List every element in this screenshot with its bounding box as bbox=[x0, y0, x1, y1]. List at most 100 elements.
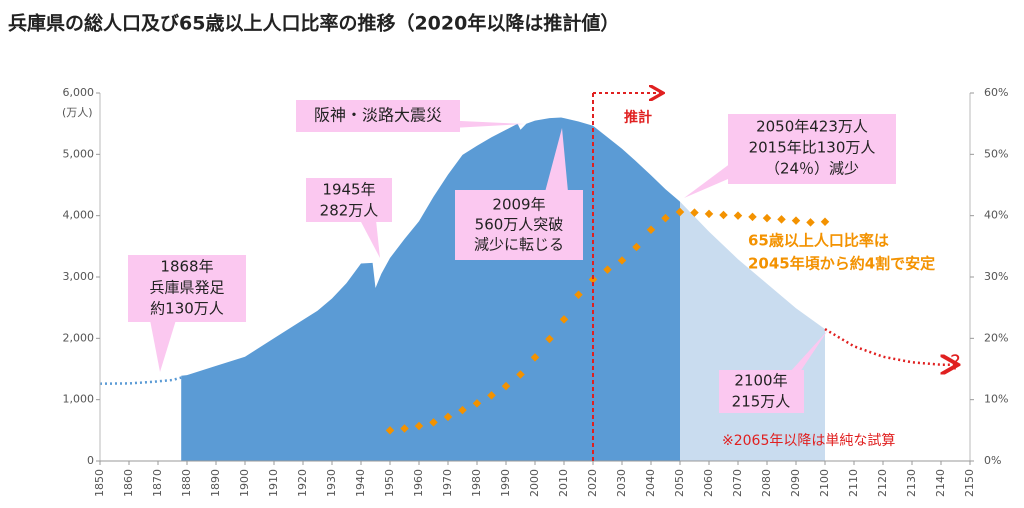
x-tick-label: 2000 bbox=[528, 469, 541, 497]
ratio-point bbox=[588, 275, 598, 284]
annotation-text: 推計 bbox=[624, 109, 652, 126]
ratio-point bbox=[559, 315, 569, 324]
ratio-point bbox=[719, 210, 728, 220]
x-tick-label: 2060 bbox=[702, 469, 715, 497]
x-tick-label: 1870 bbox=[151, 469, 164, 497]
y2-tick-label: 10% bbox=[984, 393, 1008, 406]
ratio-point bbox=[806, 218, 815, 227]
x-tick-label: 1970 bbox=[441, 469, 454, 497]
y2-tick-label: 50% bbox=[984, 147, 1008, 160]
annotation-text: 1945年 bbox=[322, 181, 375, 199]
ratio-point bbox=[574, 290, 583, 300]
x-tick-label: 1880 bbox=[180, 469, 193, 497]
annotation-text: 2045年頃から約4割で安定 bbox=[748, 255, 935, 273]
ratio-point bbox=[617, 256, 627, 265]
annotation-text: 2050年423万人 bbox=[756, 118, 868, 136]
callout-pointer bbox=[150, 320, 176, 372]
ratio-point bbox=[530, 353, 540, 362]
annotation-text: ? bbox=[950, 351, 961, 375]
y-tick-label: 2,000 bbox=[63, 331, 95, 344]
ratio-point bbox=[748, 212, 757, 222]
chart-title: 兵庫県の総人口及び65歳以上人口比率の推移（2020年以降は推計値） bbox=[8, 12, 619, 35]
annotation-text: （24％）減少 bbox=[765, 160, 859, 178]
annotation-text: 560万人突破 bbox=[475, 216, 564, 234]
annotation-text: ※2065年以降は単純な試算 bbox=[722, 433, 895, 449]
callout-box bbox=[128, 255, 246, 322]
callout-box bbox=[306, 178, 392, 222]
population-area bbox=[181, 117, 680, 461]
ratio-point bbox=[385, 426, 395, 435]
ratio-point bbox=[458, 405, 467, 415]
x-tick-label: 1930 bbox=[325, 469, 338, 497]
callout-box bbox=[719, 370, 804, 413]
ratio-point bbox=[487, 391, 496, 400]
population-line bbox=[99, 376, 182, 385]
x-tick-label: 1910 bbox=[267, 469, 280, 497]
annotation-text: 215万人 bbox=[732, 393, 791, 411]
ratio-point bbox=[791, 216, 801, 225]
y-tick-label: 6,000 bbox=[63, 86, 95, 99]
y-tick-label: 5,000 bbox=[63, 147, 95, 160]
callout-pointer bbox=[440, 120, 525, 128]
x-tick-label: 2010 bbox=[557, 469, 570, 497]
ratio-point bbox=[429, 418, 438, 427]
x-tick-label: 2150 bbox=[963, 469, 976, 497]
x-tick-label: 1990 bbox=[499, 469, 512, 497]
annotation-text: 約130万人 bbox=[150, 300, 224, 318]
y2-tick-label: 40% bbox=[984, 209, 1008, 222]
ratio-point bbox=[400, 424, 409, 433]
x-tick-label: 1860 bbox=[122, 469, 135, 497]
x-tick-label: 1980 bbox=[470, 469, 483, 497]
ratio-point bbox=[733, 211, 743, 220]
y-tick-label: 0 bbox=[87, 454, 94, 467]
annotation-text: 2009年 bbox=[492, 196, 545, 214]
x-tick-label: 2040 bbox=[644, 469, 657, 497]
x-tick-label: 1900 bbox=[238, 469, 251, 497]
x-tick-label: 2130 bbox=[905, 469, 918, 497]
x-tick-label: 2110 bbox=[847, 469, 860, 497]
ratio-point bbox=[603, 265, 612, 274]
callout-pointer bbox=[545, 128, 568, 192]
y2-tick-label: 60% bbox=[984, 86, 1008, 99]
y-unit-label: (万人) bbox=[62, 106, 93, 119]
x-tick-label: 2070 bbox=[731, 469, 744, 497]
annotation-text: 2100年 bbox=[734, 372, 787, 390]
callout-pointer bbox=[360, 220, 380, 258]
x-tick-label: 2090 bbox=[789, 469, 802, 497]
ratio-point bbox=[501, 381, 511, 391]
x-tick-label: 2100 bbox=[818, 469, 831, 497]
callout-box bbox=[455, 190, 583, 260]
ratio-point bbox=[704, 209, 714, 219]
population-line bbox=[824, 328, 956, 365]
annotation-text: 阪神・淡路大震災 bbox=[314, 106, 442, 125]
x-tick-label: 2120 bbox=[876, 469, 889, 497]
x-tick-label: 1960 bbox=[412, 469, 425, 497]
x-tick-label: 2030 bbox=[615, 469, 628, 497]
ratio-point bbox=[762, 213, 772, 223]
y2-tick-label: 0% bbox=[984, 454, 1001, 467]
ratio-point bbox=[414, 421, 424, 431]
x-tick-label: 2020 bbox=[586, 469, 599, 497]
y2-tick-label: 20% bbox=[984, 331, 1008, 344]
y2-tick-label: 30% bbox=[984, 270, 1008, 283]
callout-box bbox=[296, 100, 460, 132]
ratio-point bbox=[545, 334, 554, 344]
x-tick-label: 2140 bbox=[934, 469, 947, 497]
y-tick-label: 1,000 bbox=[63, 393, 95, 406]
annotation-text: 1868年 bbox=[160, 258, 213, 276]
callout-pointer bbox=[790, 330, 828, 372]
annotation-text: 兵庫県発足 bbox=[149, 279, 224, 297]
y-tick-label: 4,000 bbox=[63, 209, 95, 222]
x-tick-label: 1890 bbox=[209, 469, 222, 497]
ratio-point bbox=[820, 217, 830, 227]
x-tick-label: 1950 bbox=[383, 469, 396, 497]
annotation-text: 減少に転じる bbox=[474, 236, 564, 254]
ratio-point bbox=[516, 370, 525, 379]
callout-box bbox=[728, 114, 896, 184]
annotation-text: 282万人 bbox=[320, 202, 379, 220]
x-tick-label: 1850 bbox=[93, 469, 106, 497]
x-tick-label: 1920 bbox=[296, 469, 309, 497]
ratio-point bbox=[443, 412, 453, 422]
